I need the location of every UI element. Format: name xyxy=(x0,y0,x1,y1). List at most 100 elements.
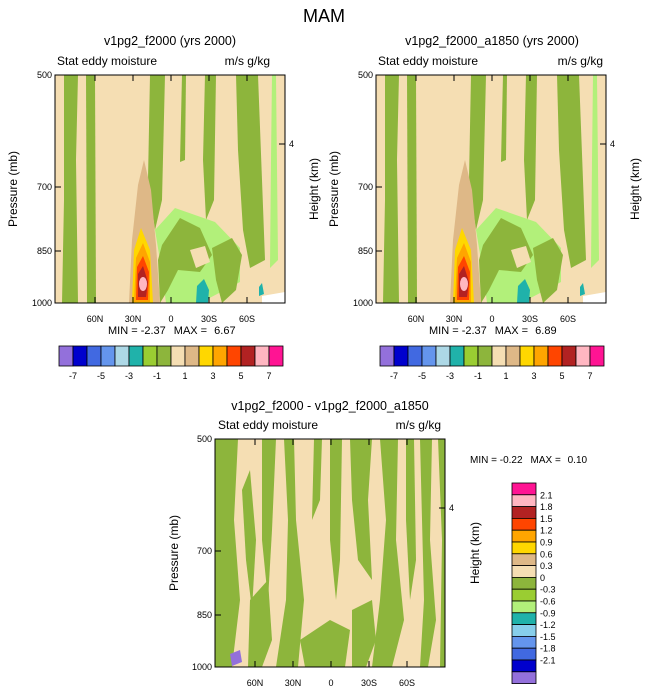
colorbar-swatch xyxy=(511,624,537,637)
colorbar-label: 2.1 xyxy=(540,490,553,500)
colorbar-label: 5 xyxy=(238,371,243,381)
figure-title: MAM xyxy=(303,6,345,26)
panel-3-right-label: m/s g/kg xyxy=(396,418,441,432)
panel-3-xtick-60s: 60S xyxy=(399,678,415,688)
colorbar-swatch xyxy=(511,529,537,543)
colorbar-label: -1 xyxy=(153,371,161,381)
panel-1-xtick-60s: 60S xyxy=(239,314,255,324)
colorbar-swatch xyxy=(184,345,200,367)
panel-1-left-ticks xyxy=(55,74,61,304)
colorbar-swatch xyxy=(533,345,549,367)
colorbar-swatch xyxy=(421,345,437,367)
panel-2-right-label: m/s g/kg xyxy=(558,54,603,68)
colorbar-swatch xyxy=(511,541,537,555)
colorbar-swatch xyxy=(477,345,493,367)
colorbar-swatch xyxy=(212,345,228,367)
panel-2-ylabel: Pressure (mb) xyxy=(327,151,341,227)
panel-2-xtick-60n: 60N xyxy=(408,314,425,324)
panel-3-xtick-30n: 30N xyxy=(285,678,302,688)
panel-3-ytick-500: 500 xyxy=(197,434,212,444)
colorbar-label: 3 xyxy=(531,371,536,381)
colorbar-swatch xyxy=(379,345,395,367)
colorbar-swatch xyxy=(254,345,270,367)
panel-2-xtick-0: 0 xyxy=(489,314,494,324)
colorbar-label: -1.2 xyxy=(540,620,556,630)
panel-1-colorbar: -7 -5 -3 -1 1 3 5 7 xyxy=(58,345,284,381)
panel-2-minmax: MIN = -2.37 MAX = 6.89 xyxy=(429,325,557,337)
panel-2-ytick-500: 500 xyxy=(358,70,373,80)
panel-2-ytick-1000: 1000 xyxy=(353,298,373,308)
panel-1: v1pg2_f2000 (yrs 2000) Stat eddy moistur… xyxy=(6,34,321,381)
panel-1-ytick-850: 850 xyxy=(37,246,52,256)
panel-3-ylabel-right: Height (km) xyxy=(468,522,482,584)
colorbar-swatch xyxy=(511,518,537,531)
panel-1-left-label: Stat eddy moisture xyxy=(57,54,157,68)
panel-2: v1pg2_f2000_a1850 (yrs 2000) Stat eddy m… xyxy=(327,34,642,381)
colorbar-swatch xyxy=(198,345,214,367)
panel-1-bottom-ticks xyxy=(94,297,248,303)
colorbar-label: 1.2 xyxy=(540,526,553,536)
colorbar-swatch xyxy=(519,345,535,367)
colorbar-swatch xyxy=(511,600,537,614)
colorbar-label: 1.8 xyxy=(540,502,553,512)
colorbar-label: -0.3 xyxy=(540,585,556,595)
panel-1-xtick-0: 0 xyxy=(168,314,173,324)
panel-1-title: v1pg2_f2000 (yrs 2000) xyxy=(104,34,236,48)
colorbar-label: -7 xyxy=(390,371,398,381)
colorbar-swatch xyxy=(128,345,144,367)
colorbar-swatch xyxy=(511,671,537,684)
panel-2-xtick-60s: 60S xyxy=(560,314,576,324)
colorbar-swatch xyxy=(511,494,537,507)
panel-2-left-ticks xyxy=(376,74,382,304)
colorbar-swatch xyxy=(156,345,172,367)
panel-2-left-label: Stat eddy moisture xyxy=(378,54,478,68)
panel-3-top-ticks xyxy=(254,439,408,445)
colorbar-swatch xyxy=(547,345,563,367)
colorbar-label: 0 xyxy=(540,573,545,583)
panel-3-bottom-ticks xyxy=(254,661,408,667)
panel-3-xtick-60n: 60N xyxy=(247,678,264,688)
panel-3-ytick-700: 700 xyxy=(197,546,212,556)
panel-2-colorbar: -7 -5 -3 -1 1 3 5 7 xyxy=(379,345,605,381)
panel-3-xtick-30s: 30S xyxy=(361,678,377,688)
panel-3-left-ticks xyxy=(215,438,221,668)
panel-1-ylabel: Pressure (mb) xyxy=(6,151,20,227)
panel-2-ytick-850: 850 xyxy=(358,246,373,256)
colorbar-swatch xyxy=(226,345,242,367)
panel-3-ytick-850: 850 xyxy=(197,610,212,620)
panel-1-minmax: MIN = -2.37 MAX = 6.67 xyxy=(108,325,236,337)
panel-3-xtick-0: 0 xyxy=(328,678,333,688)
colorbar-label: -0.6 xyxy=(540,597,556,607)
colorbar-label: -5 xyxy=(97,371,105,381)
panel-2-top-ticks xyxy=(415,75,569,81)
colorbar-label: 0.3 xyxy=(540,561,553,571)
colorbar-label: 5 xyxy=(559,371,564,381)
colorbar-swatch xyxy=(511,553,537,566)
colorbar-label: 0.9 xyxy=(540,538,553,548)
panel-1-ytick-1000: 1000 xyxy=(32,298,52,308)
colorbar-label: 3 xyxy=(210,371,215,381)
colorbar-swatch xyxy=(435,345,451,367)
colorbar-swatch xyxy=(268,345,284,367)
panel-2-ytick-right-4: 4 xyxy=(610,139,615,149)
panel-1-top-ticks xyxy=(94,75,248,81)
panel-2-ylabel-right: Height (km) xyxy=(628,158,642,220)
panel-3-ylabel: Pressure (mb) xyxy=(167,515,181,591)
colorbar-swatch xyxy=(511,482,537,496)
panel-1-ytick-right-4: 4 xyxy=(289,139,294,149)
panel-3-ytick-right-4: 4 xyxy=(449,503,454,513)
colorbar-label: -1.8 xyxy=(540,644,556,654)
panel-3-colorbar: 2.1 1.8 1.5 1.2 0.90.6 0.3 0 -0.3 -0.6-0.9 -1.2 -1… xyxy=(511,482,556,684)
colorbar-swatch xyxy=(142,345,158,367)
colorbar-label: -3 xyxy=(125,371,133,381)
colorbar-swatch xyxy=(575,345,591,367)
colorbar-swatch xyxy=(72,345,88,367)
panel-3-minmax: MIN = -0.22 MAX = 0.10 xyxy=(470,455,588,466)
colorbar-label: -3 xyxy=(446,371,454,381)
panel-3-ytick-1000: 1000 xyxy=(192,662,212,672)
colorbar-swatch xyxy=(589,345,605,367)
panel-1-right-label: m/s g/kg xyxy=(225,54,270,68)
colorbar-swatch xyxy=(58,345,74,367)
colorbar-label: 7 xyxy=(587,371,592,381)
